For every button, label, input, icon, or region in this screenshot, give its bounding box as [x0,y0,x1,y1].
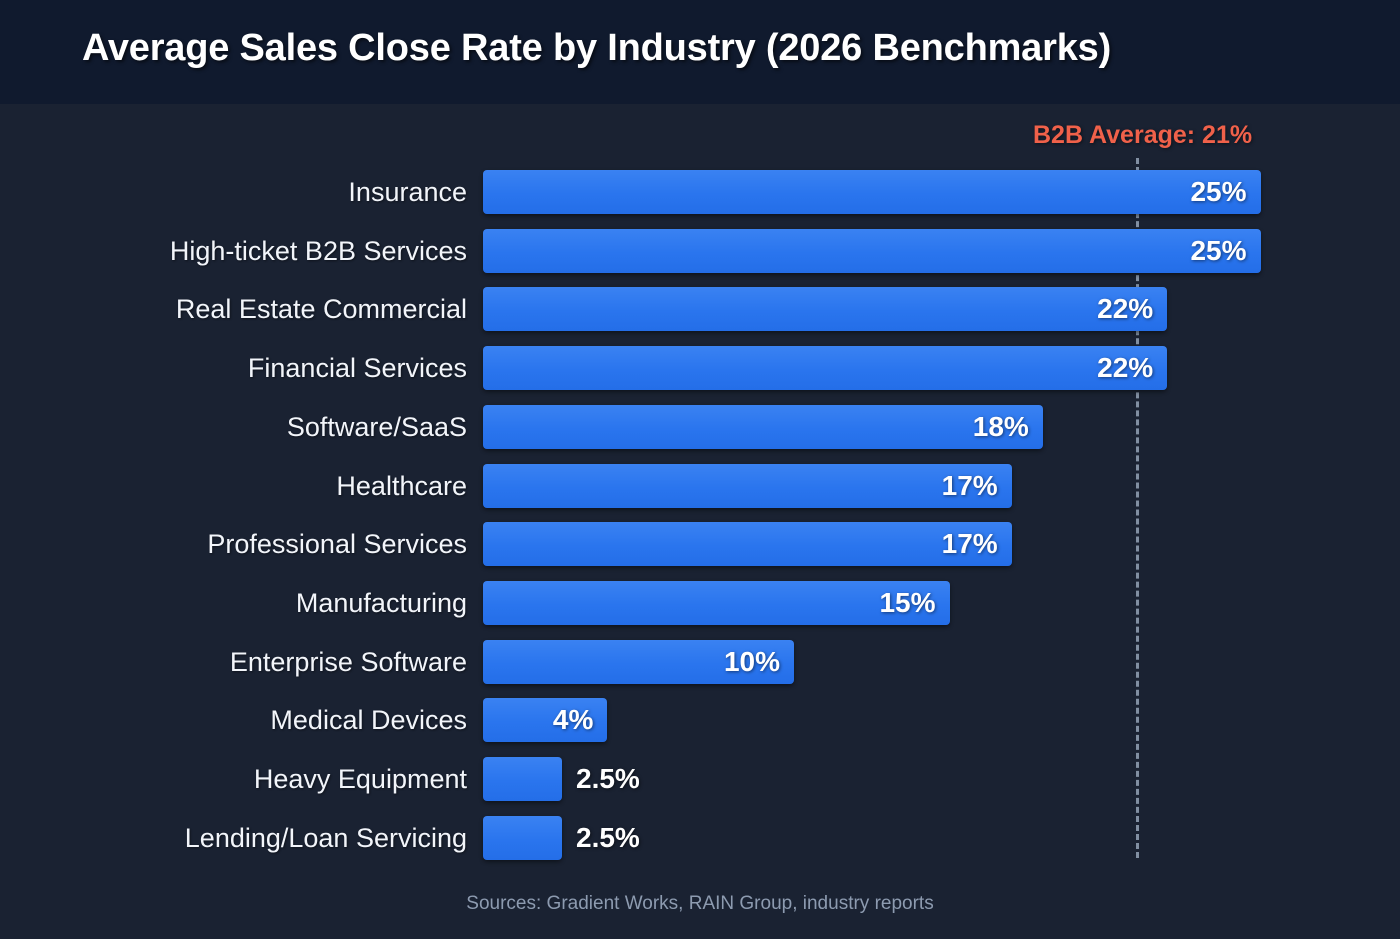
source-note: Sources: Gradient Works, RAIN Group, ind… [466,893,934,914]
bar-value-label: 15% [879,586,936,618]
category-label: Lending/Loan Servicing [184,822,467,853]
bar-value-label: 17% [941,469,998,501]
bar[interactable] [483,815,562,860]
bar[interactable] [483,170,1261,214]
bar-row: Professional Services 17% [0,522,1400,567]
bar-value-label: 22% [1097,352,1154,384]
bar-value-label: 2.5% [576,821,640,853]
bar-row: Manufacturing 15% [0,580,1400,625]
bar[interactable] [483,639,794,684]
bar-row: Insurance 25% [0,170,1400,214]
bar-row: High-ticket B2B Services 25% [0,228,1400,273]
category-label: Medical Devices [270,705,467,736]
bar-row: Healthcare 17% [0,463,1400,508]
bar[interactable] [483,228,1261,273]
bar-row: Financial Services 22% [0,346,1400,391]
bar[interactable] [483,463,1012,508]
bar-value-label: 25% [1190,234,1247,266]
bar[interactable] [483,346,1168,391]
category-label: Insurance [348,177,467,207]
reference-line [1136,158,1140,858]
bar[interactable] [483,404,1043,449]
bar-row: Medical Devices 4% [0,698,1400,743]
bar-value-label: 4% [552,704,594,736]
bar-row: Enterprise Software 10% [0,639,1400,684]
category-label: Healthcare [336,470,467,501]
category-label: Software/SaaS [286,411,467,442]
bar[interactable] [483,580,950,625]
category-label: High-ticket B2B Services [169,235,467,266]
bar-row: Real Estate Commercial 22% [0,287,1400,332]
bar-value-label: 2.5% [576,763,640,794]
bar-value-label: 25% [1190,176,1247,207]
bar[interactable] [483,287,1168,332]
bar[interactable] [483,698,608,743]
bar-row: Lending/Loan Servicing 2.5% [0,815,1400,860]
page-title: Average Sales Close Rate by Industry (20… [82,27,1112,69]
category-label: Real Estate Commercial [175,294,467,325]
bar-value-label: 22% [1097,293,1154,325]
bar-row: Heavy Equipment 2.5% [0,757,1400,801]
bar[interactable] [483,522,1012,567]
title-band: Average Sales Close Rate by Industry (20… [0,0,1400,104]
category-label: Financial Services [247,353,467,384]
category-label: Professional Services [207,529,467,560]
category-label: Heavy Equipment [253,764,467,794]
reference-line-label: B2B Average: 21% [1033,121,1253,149]
bar-row: Software/SaaS 18% [0,404,1400,449]
plot-area: B2B Average: 21% Insurance 25% High-ticket… [0,104,1400,939]
category-label: Enterprise Software [229,646,467,677]
bar[interactable] [483,757,562,801]
bar-value-label: 10% [723,645,780,677]
category-label: Manufacturing [295,587,467,618]
bar-value-label: 17% [941,528,998,560]
bar-value-label: 18% [972,410,1029,442]
